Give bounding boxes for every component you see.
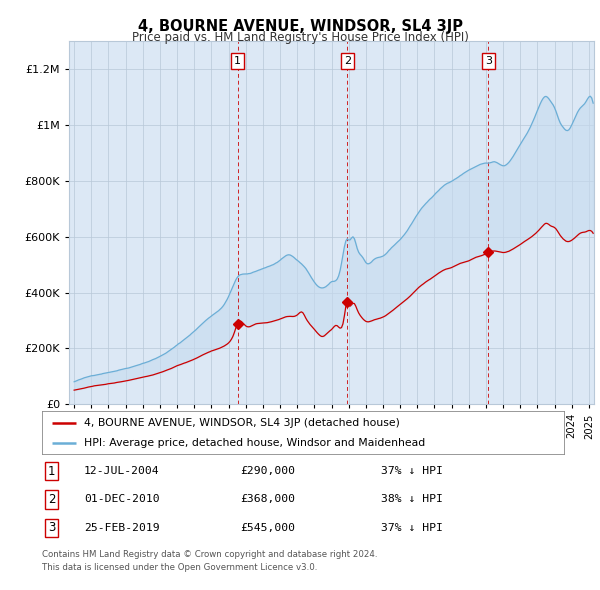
Text: 4, BOURNE AVENUE, WINDSOR, SL4 3JP: 4, BOURNE AVENUE, WINDSOR, SL4 3JP bbox=[137, 19, 463, 34]
Text: 1: 1 bbox=[234, 56, 241, 66]
Text: Price paid vs. HM Land Registry's House Price Index (HPI): Price paid vs. HM Land Registry's House … bbox=[131, 31, 469, 44]
Text: 37% ↓ HPI: 37% ↓ HPI bbox=[382, 466, 443, 476]
Text: 1: 1 bbox=[47, 464, 55, 478]
Text: 2: 2 bbox=[47, 493, 55, 506]
Text: 01-DEC-2010: 01-DEC-2010 bbox=[84, 494, 160, 504]
Text: 37% ↓ HPI: 37% ↓ HPI bbox=[382, 523, 443, 533]
Text: Contains HM Land Registry data © Crown copyright and database right 2024.: Contains HM Land Registry data © Crown c… bbox=[42, 550, 377, 559]
Text: £368,000: £368,000 bbox=[241, 494, 295, 504]
Text: £545,000: £545,000 bbox=[241, 523, 295, 533]
Text: 4, BOURNE AVENUE, WINDSOR, SL4 3JP (detached house): 4, BOURNE AVENUE, WINDSOR, SL4 3JP (deta… bbox=[84, 418, 400, 428]
Text: 3: 3 bbox=[48, 521, 55, 535]
Text: HPI: Average price, detached house, Windsor and Maidenhead: HPI: Average price, detached house, Wind… bbox=[84, 438, 425, 448]
Text: 2: 2 bbox=[344, 56, 351, 66]
Text: This data is licensed under the Open Government Licence v3.0.: This data is licensed under the Open Gov… bbox=[42, 563, 317, 572]
Text: 12-JUL-2004: 12-JUL-2004 bbox=[84, 466, 160, 476]
Text: 25-FEB-2019: 25-FEB-2019 bbox=[84, 523, 160, 533]
Text: 38% ↓ HPI: 38% ↓ HPI bbox=[382, 494, 443, 504]
Text: 3: 3 bbox=[485, 56, 492, 66]
Text: £290,000: £290,000 bbox=[241, 466, 295, 476]
